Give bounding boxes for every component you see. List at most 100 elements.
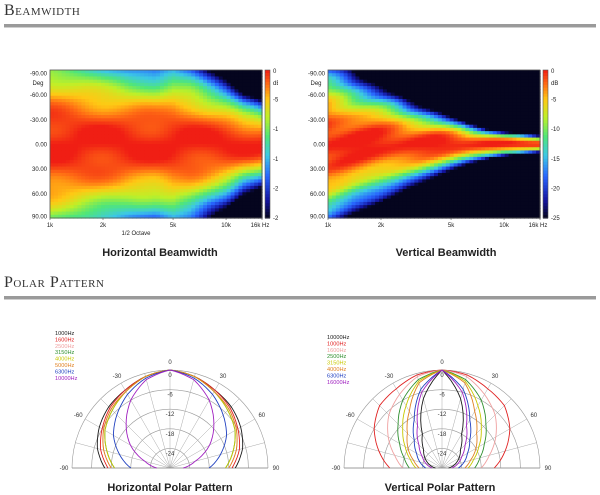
heatmap-cell: [512, 108, 518, 113]
heatmap-cell: [508, 156, 514, 161]
heatmap-cell: [179, 79, 185, 84]
heatmap-cell: [132, 147, 137, 152]
heatmap-cell: [238, 166, 243, 171]
heatmap-cell: [187, 150, 192, 155]
heatmap-cell: [222, 108, 228, 113]
heatmap-cell: [50, 127, 55, 132]
heatmap-cell: [230, 169, 236, 174]
heatmap-cell: [335, 92, 341, 97]
heatmap-cell: [195, 147, 200, 152]
heatmap-cell: [199, 211, 204, 216]
heatmap-cell: [469, 169, 474, 174]
heatmap-cell: [69, 172, 75, 177]
heatmap-cell: [422, 163, 427, 168]
heatmap-cell: [524, 124, 529, 129]
heatmap-cell: [379, 147, 384, 152]
heatmap-cell: [258, 156, 263, 161]
heatmap-cell: [363, 195, 368, 200]
heatmap-cell: [203, 198, 208, 203]
heatmap-cell: [406, 201, 412, 206]
heatmap-cell: [532, 76, 537, 81]
heatmap-cell: [410, 150, 415, 155]
heatmap-cell: [382, 95, 388, 100]
heatmap-cell: [128, 108, 134, 113]
heatmap-cell: [152, 160, 157, 164]
heatmap-cell: [179, 163, 185, 168]
heatmap-cell: [101, 201, 106, 206]
heatmap-cell: [355, 127, 361, 132]
heatmap-cell: [222, 182, 228, 187]
heatmap-cell: [355, 98, 361, 103]
heatmap-cell: [359, 185, 364, 190]
heatmap-cell: [473, 198, 478, 203]
heatmap-cell: [124, 98, 130, 103]
heatmap-cell: [140, 205, 145, 209]
heatmap-cell: [394, 198, 400, 203]
heatmap-cell: [207, 89, 212, 94]
colorbar-cell: [265, 164, 270, 169]
heatmap-cell: [371, 189, 376, 193]
heatmap-cell: [437, 98, 443, 103]
heatmap-cell: [97, 156, 102, 161]
heatmap-cell: [57, 185, 63, 190]
heatmap-cell: [461, 179, 467, 184]
heatmap-cell: [238, 153, 243, 158]
heatmap-cell: [254, 118, 259, 123]
heatmap-cell: [77, 169, 83, 174]
heatmap-cell: [406, 79, 412, 84]
heatmap-cell: [430, 182, 435, 187]
heatmap-cell: [512, 198, 518, 203]
heatmap-cell: [97, 92, 102, 97]
heatmap-cell: [532, 124, 537, 129]
heatmap-cell: [512, 166, 518, 171]
heatmap-cell: [175, 205, 181, 209]
heatmap-cell: [73, 111, 79, 116]
heatmap-cell: [175, 92, 181, 97]
heatmap-cell: [449, 134, 455, 139]
heatmap-cell: [481, 86, 486, 90]
heatmap-cell: [53, 189, 59, 193]
heatmap-cell: [347, 127, 353, 132]
heatmap-cell: [191, 198, 196, 203]
heatmap-cell: [69, 153, 75, 158]
heatmap-cell: [191, 79, 196, 84]
heatmap-cell: [222, 115, 228, 119]
heatmap-cell: [406, 176, 412, 180]
heatmap-cell: [199, 185, 204, 190]
heatmap-cell: [504, 160, 510, 164]
heatmap-cell: [210, 73, 216, 78]
heatmap-cell: [461, 140, 467, 145]
heatmap-cell: [132, 189, 137, 193]
heatmap-cell: [363, 160, 368, 164]
heatmap-cell: [128, 137, 134, 142]
heatmap-cell: [414, 166, 419, 171]
heatmap-cell: [402, 185, 408, 190]
heatmap-cell: [465, 137, 470, 142]
heatmap-cell: [250, 156, 255, 161]
heatmap-cell: [230, 160, 236, 164]
heatmap-cell: [406, 70, 412, 74]
heatmap-cell: [496, 172, 502, 177]
heatmap-cell: [449, 121, 455, 126]
heatmap-cell: [394, 140, 400, 145]
heatmap-cell: [101, 124, 106, 129]
heatmap-cell: [199, 102, 204, 106]
heatmap-cell: [465, 95, 470, 100]
heatmap-cell: [222, 205, 228, 209]
heatmap-cell: [379, 192, 384, 197]
heatmap-cell: [214, 108, 220, 113]
heatmap-cell: [328, 76, 333, 81]
heatmap-cell: [398, 208, 404, 213]
heatmap-cell: [108, 201, 114, 206]
heatmap-cell: [414, 153, 419, 158]
heatmap-cell: [418, 156, 423, 161]
heatmap-cell: [492, 140, 498, 145]
heatmap-cell: [254, 153, 259, 158]
heatmap-cell: [524, 111, 529, 116]
heatmap-cell: [465, 124, 470, 129]
heatmap-cell: [116, 176, 122, 180]
heatmap-cell: [500, 98, 506, 103]
heatmap-cell: [445, 118, 451, 123]
heatmap-cell: [152, 131, 157, 135]
heatmap-cell: [73, 160, 79, 164]
